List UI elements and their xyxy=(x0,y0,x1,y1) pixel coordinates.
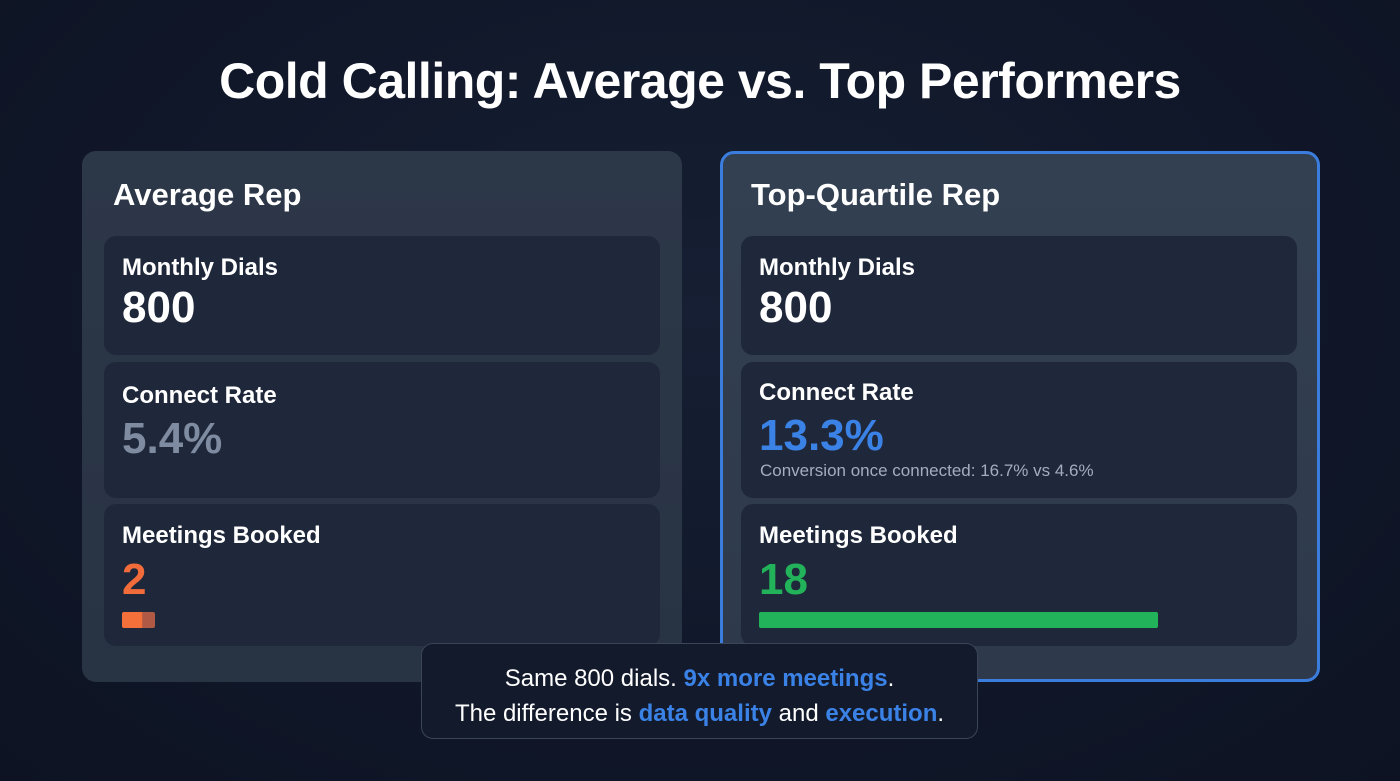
metric-label: Monthly Dials xyxy=(122,254,279,281)
callout-text: . xyxy=(887,665,895,692)
callout-text: . xyxy=(937,700,945,727)
callout-highlight: execution xyxy=(825,700,938,727)
conversion-note: Conversion once connected: 16.7% vs 4.6% xyxy=(760,461,1094,480)
metric-value: 800 xyxy=(122,283,196,332)
top-quartile-rep-title: Top-Quartile Rep xyxy=(751,177,1001,212)
average-monthly-dials-card: Monthly Dials 800 xyxy=(104,236,660,355)
metric-label: Connect Rate xyxy=(759,379,914,406)
top-quartile-rep-panel: Top-Quartile Rep Monthly Dials 800 Conne… xyxy=(720,151,1320,682)
metric-value: 18 xyxy=(759,555,808,604)
callout-highlight: data quality xyxy=(638,700,772,727)
summary-callout: Same 800 dials. 9x more meetings. The di… xyxy=(421,643,978,739)
average-connect-rate-card: Connect Rate 5.4% xyxy=(104,362,660,498)
metric-label: Connect Rate xyxy=(122,382,277,409)
top-connect-rate-card: Connect Rate 13.3% Conversion once conne… xyxy=(741,362,1297,498)
top-meetings-card: Meetings Booked 18 xyxy=(741,504,1297,646)
average-rep-panel: Average Rep Monthly Dials 800 Connect Ra… xyxy=(82,151,682,682)
metric-value: 5.4% xyxy=(122,414,223,463)
callout-text: and xyxy=(771,700,826,727)
callout-highlight: 9x more meetings xyxy=(683,665,888,692)
metric-value: 13.3% xyxy=(759,411,884,460)
metric-label: Monthly Dials xyxy=(759,254,916,281)
callout-text: The difference is xyxy=(454,700,639,727)
metric-label: Meetings Booked xyxy=(759,522,958,549)
metric-value: 800 xyxy=(759,283,833,332)
callout-line-2: The difference is data quality and execu… xyxy=(422,696,977,731)
average-meetings-card: Meetings Booked 2 xyxy=(104,504,660,646)
top-monthly-dials-card: Monthly Dials 800 xyxy=(741,236,1297,355)
metric-value: 2 xyxy=(122,555,147,604)
callout-text: Same 800 dials. xyxy=(504,665,684,692)
callout-line-1: Same 800 dials. 9x more meetings. xyxy=(422,661,977,696)
page-title: Cold Calling: Average vs. Top Performers xyxy=(219,53,1181,109)
meetings-bar xyxy=(122,612,155,628)
meetings-bar xyxy=(759,612,1158,628)
metric-label: Meetings Booked xyxy=(122,522,321,549)
average-rep-title: Average Rep xyxy=(113,177,302,212)
